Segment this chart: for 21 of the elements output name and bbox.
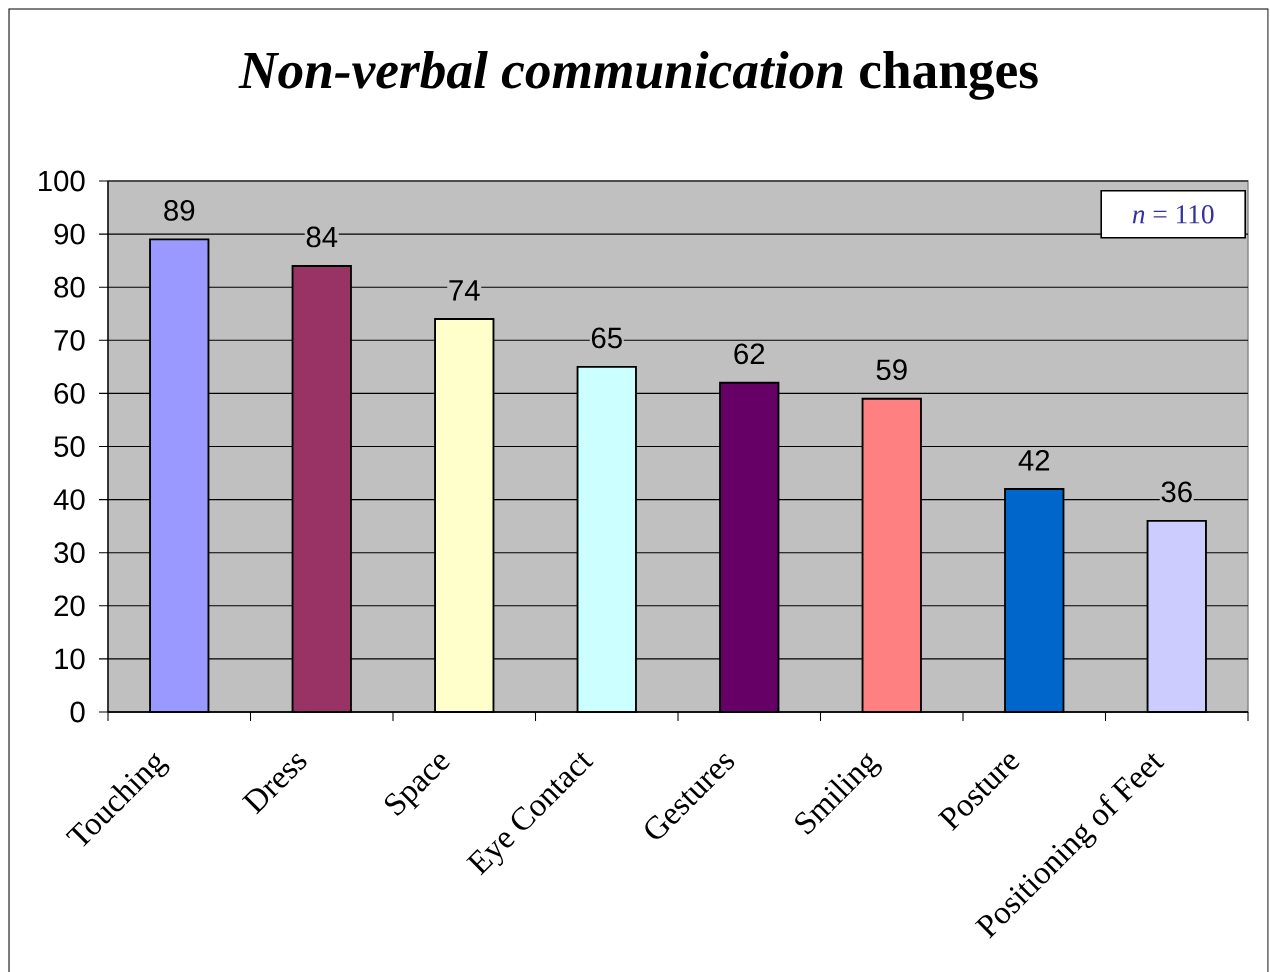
annotation: n = 110 [1132,205,1214,224]
data-label: 84 [306,226,338,248]
data-label: 65 [591,327,622,349]
y-tick-label: 100 [39,170,85,192]
y-tick-label: 30 [54,542,85,564]
y-tick-label: 10 [55,648,85,670]
data-label: 62 [734,343,765,365]
data-label: 36 [1161,481,1192,503]
data-label: 89 [164,200,195,221]
y-tick-label: 70 [54,329,85,351]
data-label: 59 [876,359,907,381]
chart-title: Non-verbal communication changes [238,51,1038,100]
y-tick-label: 60 [54,383,85,404]
y-tick-label: 90 [54,223,85,245]
data-label: 42 [1018,449,1050,471]
y-tick-label: 50 [54,436,85,457]
y-tick-label: 0 [70,701,85,723]
y-tick-label: 80 [54,276,85,298]
y-tick-label: 20 [54,595,85,617]
data-label: 74 [449,280,480,301]
y-tick-label: 40 [53,489,85,510]
